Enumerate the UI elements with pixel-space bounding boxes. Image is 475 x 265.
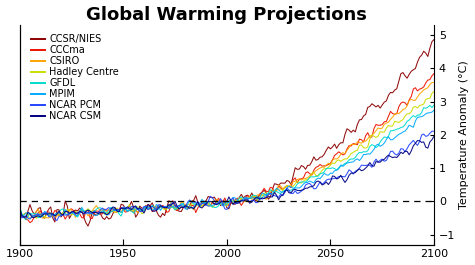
Y-axis label: Temperature Anomaly (°C): Temperature Anomaly (°C) <box>459 60 469 209</box>
Legend: CCSR/NIES, CCCma, CSIRO, Hadley Centre, GFDL, MPIM, NCAR PCM, NCAR CSM: CCSR/NIES, CCCma, CSIRO, Hadley Centre, … <box>28 32 121 123</box>
Title: Global Warming Projections: Global Warming Projections <box>86 6 367 24</box>
